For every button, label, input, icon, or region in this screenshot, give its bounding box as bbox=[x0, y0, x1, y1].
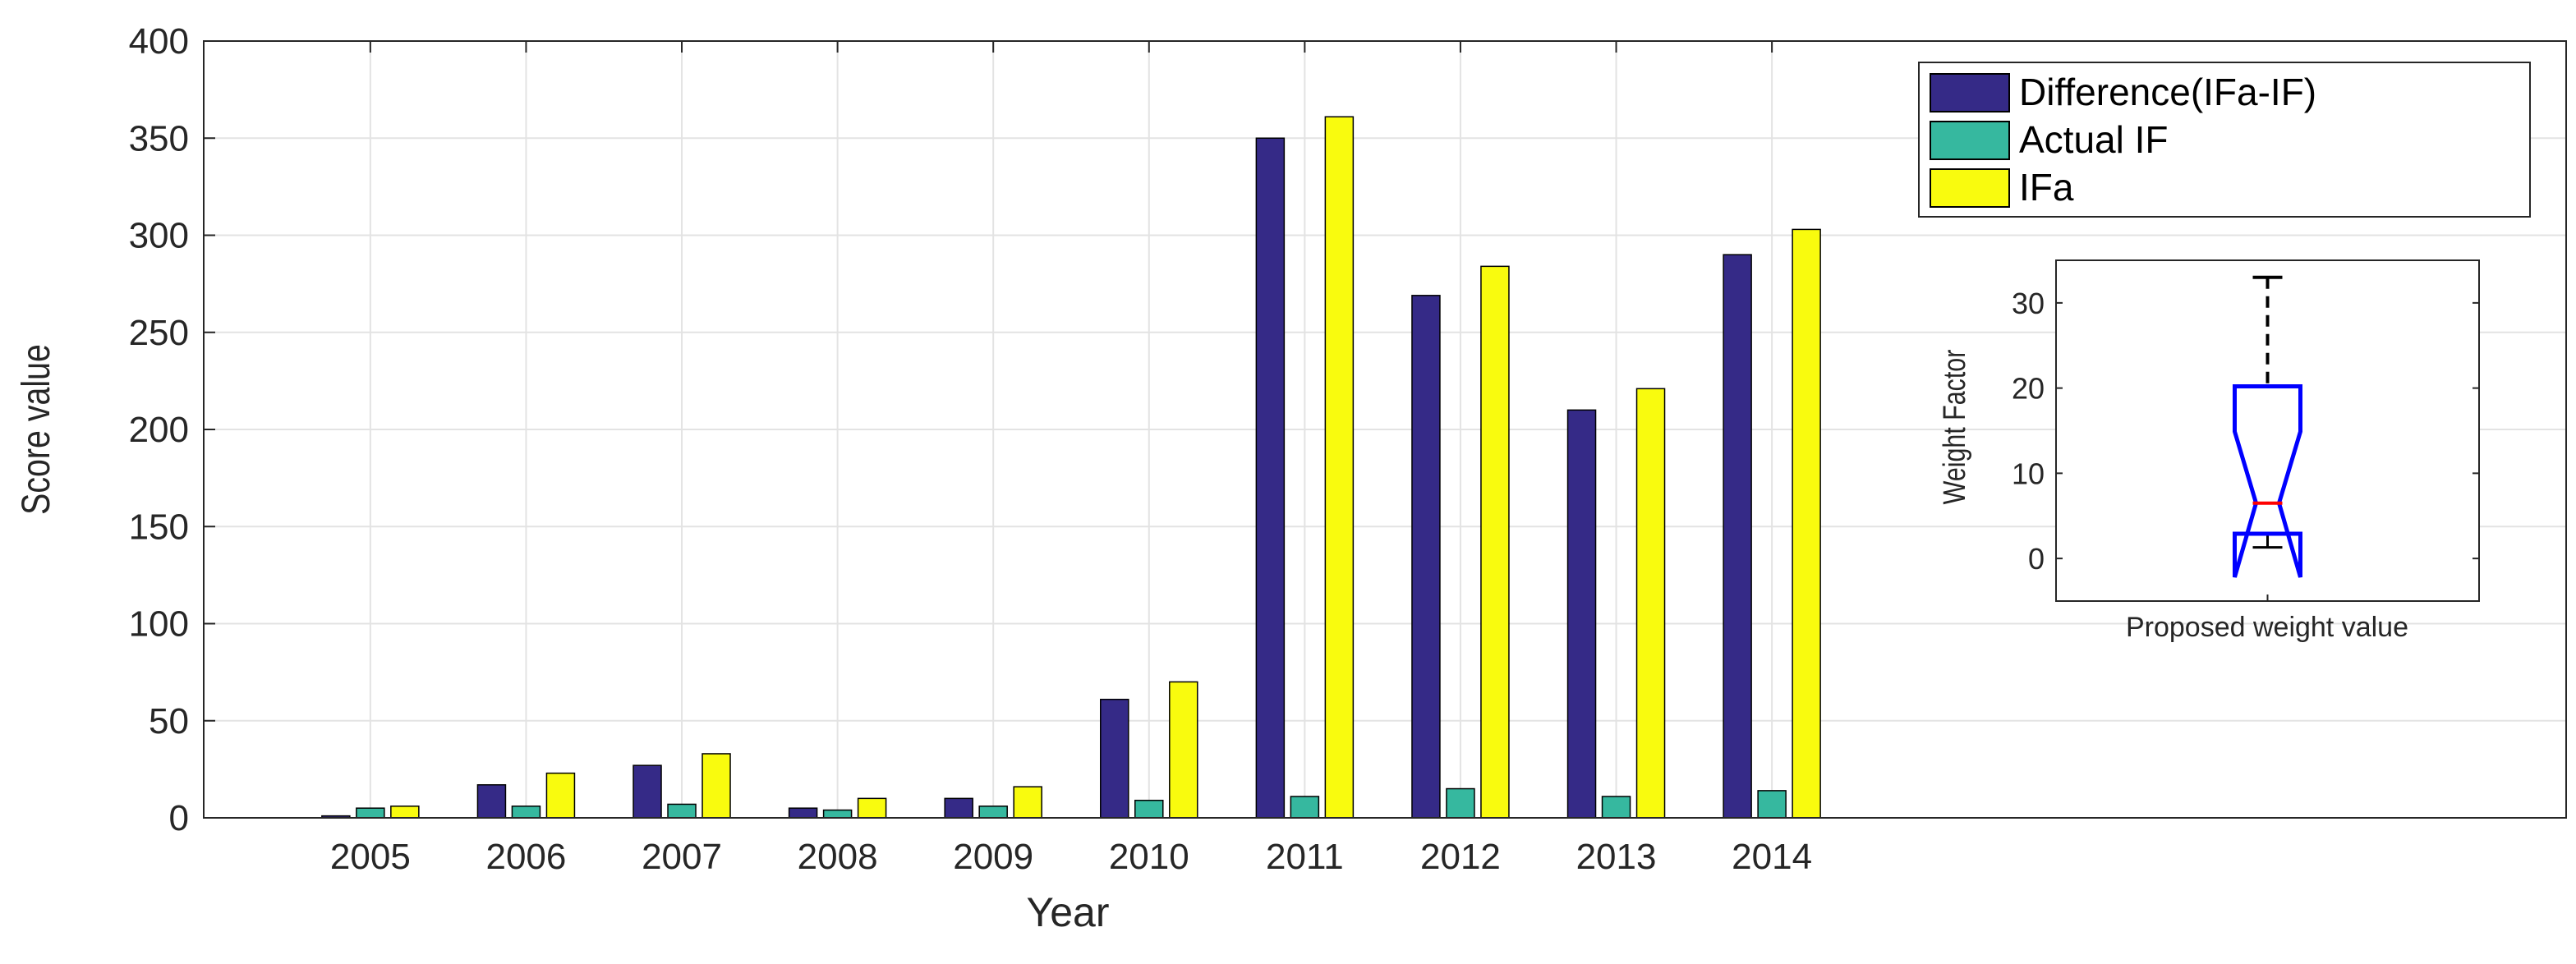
inset-y-tick-label: 0 bbox=[2028, 542, 2045, 576]
bar-ifa-2014 bbox=[1792, 228, 1821, 819]
bar-difference-ifa-if--2014 bbox=[1723, 254, 1752, 819]
y-tick-label: 400 bbox=[129, 21, 189, 62]
inset-axes-box bbox=[2055, 259, 2480, 602]
bar-ifa-2011 bbox=[1324, 116, 1355, 819]
main-grid bbox=[204, 41, 2566, 818]
y-tick-label: 0 bbox=[169, 798, 189, 838]
x-tick-label: 2012 bbox=[1420, 837, 1501, 877]
x-tick-label: 2013 bbox=[1576, 837, 1657, 877]
x-tick-label: 2011 bbox=[1266, 837, 1344, 877]
y-tick-label: 200 bbox=[129, 410, 189, 450]
inset-y-axis-label: Weight Factor bbox=[1938, 350, 1972, 505]
inset-y-tick-label: 10 bbox=[2012, 457, 2045, 490]
bar-actual-if-2006 bbox=[511, 806, 541, 819]
bar-actual-if-2008 bbox=[822, 809, 853, 819]
bar-difference-ifa-if--2012 bbox=[1411, 295, 1441, 819]
y-tick-label: 300 bbox=[129, 216, 189, 256]
x-tick-label: 2014 bbox=[1732, 837, 1812, 877]
y-tick-label: 100 bbox=[129, 604, 189, 645]
inset-y-tick-label: 20 bbox=[2012, 372, 2045, 406]
bar-actual-if-2007 bbox=[667, 803, 697, 819]
main-bars bbox=[321, 116, 1821, 819]
y-tick-label: 350 bbox=[129, 118, 189, 158]
legend-label: Actual IF bbox=[2019, 118, 2169, 161]
bar-actual-if-2010 bbox=[1134, 799, 1164, 819]
bar-ifa-2006 bbox=[545, 772, 576, 819]
x-tick-label: 2010 bbox=[1109, 837, 1189, 877]
bar-actual-if-2012 bbox=[1446, 787, 1475, 819]
main-ticks: 0 50 100 150 200 250 300 350 400 2005 2006 2007 2008… bbox=[129, 21, 1812, 877]
bar-difference-ifa-if--2010 bbox=[1100, 698, 1129, 819]
y-tick-label: 150 bbox=[129, 507, 189, 547]
bar-ifa-2010 bbox=[1169, 681, 1198, 819]
bar-difference-ifa-if--2006 bbox=[476, 784, 507, 819]
inset-y-tick-label: 30 bbox=[2012, 287, 2045, 320]
bar-ifa-2013 bbox=[1635, 388, 1666, 819]
bar-actual-if-2005 bbox=[356, 807, 385, 819]
legend-swatch bbox=[1930, 168, 2010, 208]
x-axis-label: Year bbox=[1026, 889, 1109, 935]
x-tick-label: 2008 bbox=[798, 837, 878, 877]
legend-box bbox=[1918, 62, 2531, 218]
bar-ifa-2012 bbox=[1480, 265, 1510, 819]
legend-label: IFa bbox=[2019, 166, 2074, 209]
bar-ifa-2005 bbox=[390, 806, 420, 819]
y-axis-label: Score value bbox=[14, 344, 58, 515]
bar-actual-if-2014 bbox=[1757, 790, 1787, 819]
bar-difference-ifa-if--2013 bbox=[1566, 409, 1597, 819]
y-tick-label: 50 bbox=[149, 701, 189, 741]
bar-actual-if-2011 bbox=[1290, 796, 1320, 819]
bar-ifa-2007 bbox=[702, 753, 731, 819]
bar-difference-ifa-if--2007 bbox=[632, 764, 662, 819]
x-tick-label: 2006 bbox=[485, 837, 566, 877]
bar-ifa-2008 bbox=[857, 797, 887, 819]
bar-actual-if-2009 bbox=[978, 806, 1008, 819]
notched-box bbox=[2233, 384, 2302, 578]
legend-swatch bbox=[1930, 73, 2010, 112]
bar-difference-ifa-if--2009 bbox=[944, 797, 973, 819]
inset-boxplot: 0 10 20 30 Proposed weight value Weight Fac… bbox=[1938, 259, 2480, 643]
legend-label: Difference(IFa-IF) bbox=[2019, 71, 2316, 113]
bar-difference-ifa-if--2008 bbox=[788, 807, 818, 819]
inset-x-axis-label: Proposed weight value bbox=[2126, 612, 2408, 643]
legend-swatch bbox=[1930, 121, 2010, 160]
y-tick-label: 250 bbox=[129, 313, 189, 353]
bar-difference-ifa-if--2011 bbox=[1255, 137, 1286, 819]
x-tick-label: 2007 bbox=[642, 837, 722, 877]
bar-ifa-2009 bbox=[1013, 786, 1042, 819]
x-tick-label: 2009 bbox=[953, 837, 1033, 877]
x-tick-label: 2005 bbox=[330, 837, 411, 877]
bar-actual-if-2013 bbox=[1601, 796, 1631, 819]
legend: Difference(IFa-IF) Actual IF IFa bbox=[1918, 62, 2531, 218]
